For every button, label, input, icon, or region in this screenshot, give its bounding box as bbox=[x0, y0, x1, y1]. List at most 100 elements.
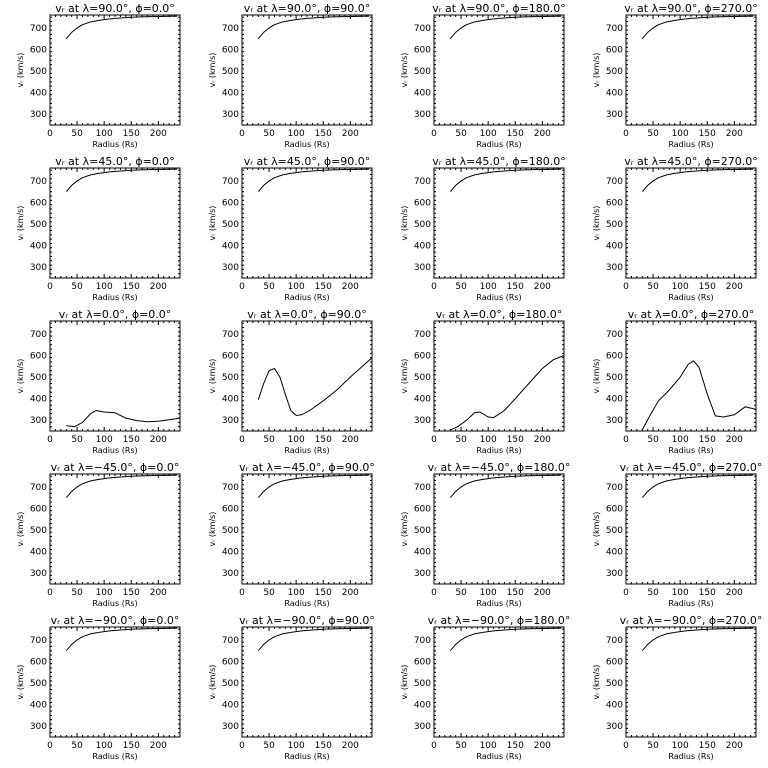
y-tick-label: 700 bbox=[606, 636, 623, 646]
x-tick-label: 0 bbox=[47, 129, 53, 139]
y-tick-label: 300 bbox=[30, 416, 47, 426]
x-tick-label: 50 bbox=[455, 588, 467, 598]
x-tick-label: 200 bbox=[726, 588, 743, 598]
x-tick-label: 0 bbox=[623, 282, 629, 292]
plot-frame bbox=[433, 626, 565, 738]
y-tick-label: 500 bbox=[222, 220, 239, 230]
y-tick-label: 300 bbox=[606, 722, 623, 732]
y-tick-label: 400 bbox=[222, 548, 239, 558]
chart-title: vᵣ at λ=−90.0°, ϕ=270.0° bbox=[620, 614, 763, 627]
y-tick-label: 300 bbox=[222, 722, 239, 732]
y-axis-label: vᵣ (km/s) bbox=[16, 665, 25, 700]
x-tick-label: 0 bbox=[239, 282, 245, 292]
x-tick-label: 0 bbox=[431, 435, 437, 445]
x-tick-label: 0 bbox=[47, 435, 53, 445]
x-tick-label: 50 bbox=[647, 282, 659, 292]
plot-frame bbox=[433, 167, 565, 279]
series-line bbox=[449, 627, 562, 652]
y-tick-label: 700 bbox=[30, 24, 47, 34]
y-tick-label: 500 bbox=[30, 373, 47, 383]
chart-panel: vᵣ at λ=−45.0°, ϕ=0.0° 0 50 100 150 200 300 400… bbox=[16, 461, 181, 608]
x-axis-label: Radius (Rs) bbox=[476, 293, 521, 302]
plot-frame bbox=[625, 167, 757, 279]
chart-panel: vᵣ at λ=90.0°, ϕ=90.0° 0 50 100 150 200 300 400… bbox=[208, 2, 373, 149]
chart-title: vᵣ at λ=−45.0°, ϕ=90.0° bbox=[239, 461, 375, 474]
x-tick-label: 100 bbox=[288, 129, 305, 139]
x-tick-label: 200 bbox=[726, 129, 743, 139]
x-tick-label: 100 bbox=[672, 282, 689, 292]
x-tick-label: 150 bbox=[507, 435, 524, 445]
chart-title: vᵣ at λ=−90.0°, ϕ=0.0° bbox=[51, 614, 180, 627]
x-tick-label: 50 bbox=[71, 435, 83, 445]
x-tick-label: 100 bbox=[672, 588, 689, 598]
x-tick-label: 150 bbox=[507, 588, 524, 598]
plot-frame bbox=[49, 320, 181, 432]
plot-frame bbox=[625, 320, 757, 432]
x-axis-label: Radius (Rs) bbox=[284, 599, 329, 608]
series-line bbox=[65, 168, 178, 193]
x-tick-label: 100 bbox=[96, 741, 113, 751]
x-tick-label: 50 bbox=[71, 588, 83, 598]
y-tick-label: 600 bbox=[30, 505, 47, 515]
x-tick-label: 200 bbox=[726, 435, 743, 445]
y-axis-label: vᵣ (km/s) bbox=[592, 359, 601, 394]
series-line bbox=[449, 474, 562, 499]
x-tick-label: 100 bbox=[672, 435, 689, 445]
y-tick-label: 700 bbox=[222, 330, 239, 340]
x-tick-label: 0 bbox=[47, 282, 53, 292]
x-tick-label: 150 bbox=[315, 129, 332, 139]
x-tick-label: 0 bbox=[431, 282, 437, 292]
y-tick-label: 500 bbox=[30, 526, 47, 536]
y-tick-label: 600 bbox=[30, 46, 47, 56]
x-tick-label: 100 bbox=[288, 282, 305, 292]
x-tick-label: 50 bbox=[263, 129, 275, 139]
plot-frame bbox=[241, 473, 373, 585]
x-tick-label: 100 bbox=[96, 129, 113, 139]
plot-frame bbox=[625, 626, 757, 738]
x-tick-label: 100 bbox=[480, 435, 497, 445]
chart-panel: vᵣ at λ=90.0°, ϕ=180.0° 0 50 100 150 200 300 40… bbox=[400, 2, 566, 149]
y-tick-label: 400 bbox=[606, 242, 623, 252]
x-tick-label: 150 bbox=[123, 741, 140, 751]
y-tick-label: 400 bbox=[606, 395, 623, 405]
x-axis-label: Radius (Rs) bbox=[668, 140, 713, 149]
y-tick-label: 500 bbox=[30, 679, 47, 689]
x-tick-label: 150 bbox=[699, 435, 716, 445]
x-tick-label: 150 bbox=[699, 282, 716, 292]
plot-frame bbox=[241, 14, 373, 126]
x-tick-label: 0 bbox=[239, 435, 245, 445]
y-tick-label: 500 bbox=[414, 373, 431, 383]
y-axis-label: vᵣ (km/s) bbox=[208, 512, 217, 547]
chart-title: vᵣ at λ=0.0°, ϕ=180.0° bbox=[436, 308, 563, 321]
y-axis-label: vᵣ (km/s) bbox=[400, 359, 409, 394]
x-tick-label: 200 bbox=[534, 588, 551, 598]
y-tick-label: 400 bbox=[414, 242, 431, 252]
series-line bbox=[257, 474, 370, 499]
x-tick-label: 0 bbox=[623, 435, 629, 445]
y-tick-label: 400 bbox=[606, 89, 623, 99]
x-axis-label: Radius (Rs) bbox=[92, 140, 137, 149]
x-tick-label: 100 bbox=[96, 435, 113, 445]
y-tick-label: 600 bbox=[222, 658, 239, 668]
x-tick-label: 0 bbox=[623, 129, 629, 139]
x-tick-label: 150 bbox=[123, 435, 140, 445]
y-tick-label: 500 bbox=[606, 220, 623, 230]
y-tick-label: 400 bbox=[414, 548, 431, 558]
y-axis-label: vᵣ (km/s) bbox=[400, 53, 409, 88]
chart-panel: vᵣ at λ=−90.0°, ϕ=270.0° 0 50 100 150 200 300 4… bbox=[592, 614, 762, 761]
x-axis-label: Radius (Rs) bbox=[284, 293, 329, 302]
y-tick-label: 600 bbox=[222, 505, 239, 515]
series-line bbox=[641, 168, 754, 193]
y-tick-label: 700 bbox=[222, 24, 239, 34]
series-line bbox=[641, 627, 754, 652]
x-axis-label: Radius (Rs) bbox=[668, 293, 713, 302]
chart-panel: vᵣ at λ=45.0°, ϕ=0.0° 0 50 100 150 200 300 400 5… bbox=[16, 155, 181, 302]
x-tick-label: 200 bbox=[150, 282, 167, 292]
x-tick-label: 150 bbox=[315, 282, 332, 292]
x-tick-label: 0 bbox=[431, 129, 437, 139]
y-tick-label: 600 bbox=[30, 658, 47, 668]
x-tick-label: 150 bbox=[315, 588, 332, 598]
chart-panel: vᵣ at λ=0.0°, ϕ=270.0° 0 50 100 150 200 300 400… bbox=[592, 308, 757, 455]
x-tick-label: 100 bbox=[480, 282, 497, 292]
